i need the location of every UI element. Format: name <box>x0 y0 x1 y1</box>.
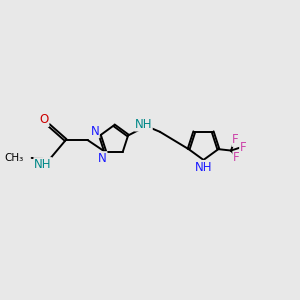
Text: O: O <box>40 113 49 126</box>
Text: NH: NH <box>34 158 52 171</box>
Text: NH: NH <box>135 118 152 131</box>
Text: N: N <box>91 125 99 138</box>
Text: NH: NH <box>195 160 212 173</box>
Text: N: N <box>98 152 107 165</box>
Text: CH₃: CH₃ <box>4 153 23 163</box>
Text: F: F <box>233 152 240 164</box>
Text: F: F <box>240 141 246 154</box>
Text: F: F <box>232 133 239 146</box>
